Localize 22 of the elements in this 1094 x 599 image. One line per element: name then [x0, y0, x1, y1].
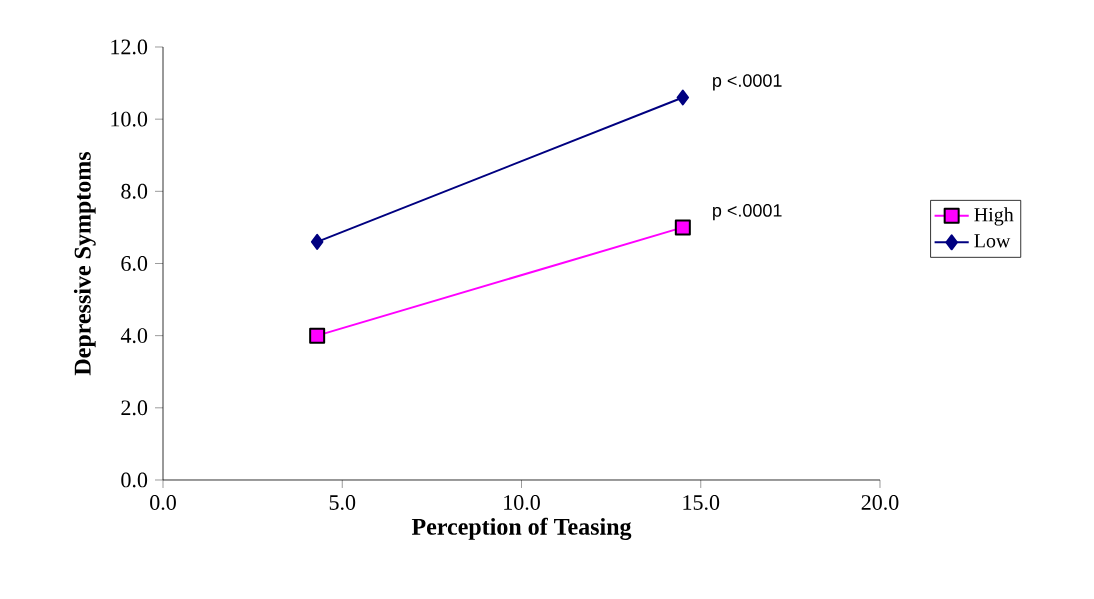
y-tick-label: 4.0: [120, 328, 148, 344]
y-tick-label: 6.0: [121, 256, 148, 271]
y-tick-label: 2.0: [121, 400, 148, 416]
x-tick-label: 15.0: [683, 495, 720, 510]
x-tick-label: 0.0: [150, 495, 176, 510]
annotation: p <.0001: [713, 204, 782, 221]
point: [676, 89, 690, 106]
y-tick-label: 8.0: [121, 183, 148, 199]
annotation: p <.0001: [713, 74, 782, 91]
x-axis-title: Perception of Teasing: [411, 517, 632, 540]
y-tick-label: 10.0: [111, 111, 148, 127]
y-axis-title: Depressive Symptoms: [73, 152, 96, 376]
point: [310, 233, 324, 250]
legend-label: High: [974, 207, 1014, 226]
x-tick-label: 5.0: [329, 495, 356, 510]
point: [309, 327, 326, 344]
x-tick-label: 20.0: [861, 495, 899, 510]
x-tick-label: 10.0: [504, 495, 540, 510]
legend-label: Low: [974, 234, 1011, 248]
y-tick-label: 0.0: [121, 472, 148, 488]
y-tick-label: 12.0: [111, 39, 148, 55]
point: [674, 219, 691, 236]
